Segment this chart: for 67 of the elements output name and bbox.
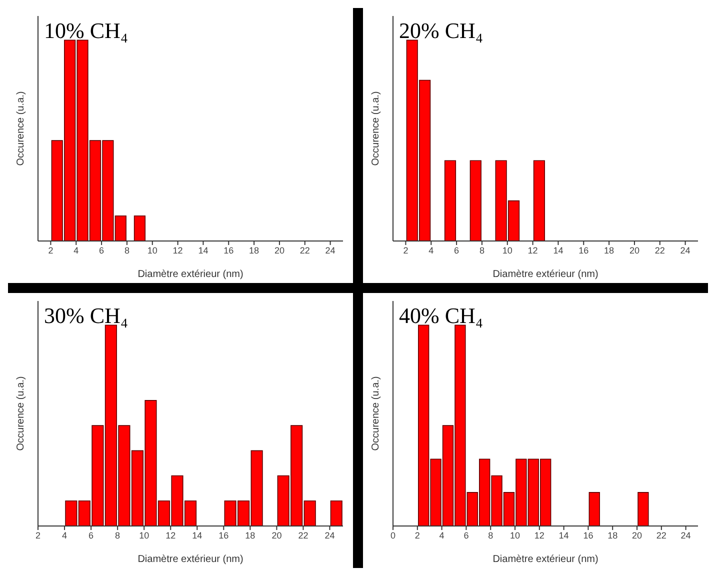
x-tick-label: 6: [454, 245, 460, 256]
y-axis-title: Occurence (u.a.): [370, 91, 382, 166]
x-tick-label: 22: [656, 530, 666, 540]
x-tick-label: 6: [464, 530, 469, 540]
x-tick-label: 18: [249, 245, 260, 256]
x-tick-label: 12: [534, 530, 544, 540]
bar: [638, 492, 649, 526]
x-tick-label: 4: [74, 245, 79, 256]
x-tick-label: 10: [139, 530, 150, 540]
x-tick-label: 12: [166, 530, 176, 540]
x-axis-title: Diamètre extérieur (nm): [138, 269, 244, 280]
x-tick-label: 2: [414, 530, 420, 540]
x-tick-label: 4: [439, 530, 444, 540]
x-tick-label: 10: [510, 530, 520, 540]
x-tick-label: 14: [198, 245, 208, 256]
x-tick-label: 2: [35, 530, 41, 540]
bar: [533, 160, 545, 242]
bar: [330, 500, 342, 526]
x-tick-label: 10: [147, 245, 158, 256]
x-tick-label: 2: [403, 245, 408, 256]
x-axis-title: Diamètre extérieur (nm): [492, 269, 598, 280]
x-tick-label: 0: [390, 530, 396, 540]
y-axis-title: Occurence (u.a.): [16, 376, 27, 451]
x-tick-label: 24: [324, 530, 335, 540]
x-tick-label: 8: [124, 245, 130, 256]
chart-title: 20% CH₄: [399, 18, 484, 44]
x-tick-label: 20: [274, 245, 284, 256]
chart-title: 10% CH₄: [44, 18, 128, 44]
x-tick-label: 20: [272, 530, 282, 540]
x-tick-label: 12: [172, 245, 183, 256]
x-tick-label: 16: [583, 530, 594, 540]
x-tick-label: 18: [608, 530, 618, 540]
x-tick-label: 22: [300, 245, 310, 256]
x-axis-title: Diamètre extérieur (nm): [138, 554, 244, 565]
x-tick-label: 16: [218, 530, 229, 540]
x-tick-label: 4: [62, 530, 68, 540]
bar: [588, 492, 600, 526]
x-tick-label: 24: [680, 245, 690, 256]
x-tick-label: 18: [245, 530, 256, 540]
x-axis-title: Diamètre extérieur (nm): [492, 554, 598, 565]
chart-title: 40% CH₄: [399, 303, 484, 329]
x-tick-label: 20: [629, 245, 640, 256]
x-tick-label: 22: [298, 530, 308, 540]
chart-title: 30% CH₄: [44, 303, 128, 329]
bar: [444, 160, 456, 242]
x-tick-label: 22: [654, 245, 665, 256]
x-tick-label: 10: [502, 245, 512, 256]
bar: [470, 160, 482, 242]
x-tick-label: 8: [488, 530, 494, 540]
x-tick-label: 14: [553, 245, 564, 256]
x-tick-label: 14: [558, 530, 569, 540]
x-tick-label: 6: [99, 245, 104, 256]
x-tick-label: 12: [528, 245, 538, 256]
x-tick-label: 16: [224, 245, 234, 256]
x-tick-label: 4: [428, 245, 434, 256]
x-tick-label: 20: [632, 530, 642, 540]
x-tick-label: 18: [604, 245, 614, 256]
x-tick-label: 24: [680, 530, 691, 540]
x-tick-label: 6: [88, 530, 94, 540]
x-tick-label: 8: [479, 245, 484, 256]
y-axis-title: Occurence (u.a.): [370, 376, 382, 451]
x-tick-label: 16: [578, 245, 589, 256]
x-tick-label: 24: [325, 245, 336, 256]
y-axis-title: Occurence (u.a.): [16, 91, 27, 166]
x-tick-label: 14: [192, 530, 202, 540]
x-tick-label: 2: [48, 245, 54, 256]
x-tick-label: 8: [115, 530, 120, 540]
